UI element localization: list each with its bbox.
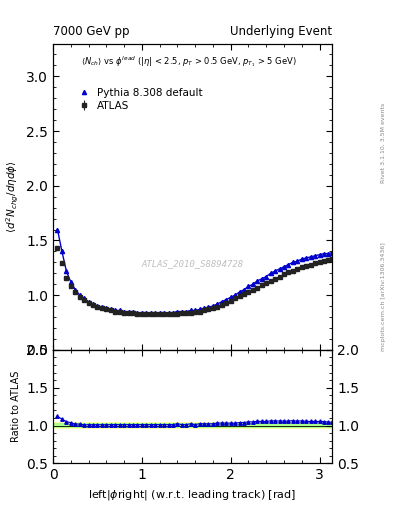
Line: Pythia 8.308 default: Pythia 8.308 default: [55, 227, 334, 315]
Text: Rivet 3.1.10, 3.5M events: Rivet 3.1.10, 3.5M events: [381, 103, 386, 183]
Pythia 8.308 default: [135, 310, 140, 316]
Pythia 8.308 default: [188, 307, 193, 313]
Y-axis label: $\langle d^2 N_{chg}/d\eta d\phi \rangle$: $\langle d^2 N_{chg}/d\eta d\phi \rangle…: [4, 160, 21, 233]
Text: mcplots.cern.ch [arXiv:1306.3436]: mcplots.cern.ch [arXiv:1306.3436]: [381, 243, 386, 351]
Legend: Pythia 8.308 default, ATLAS: Pythia 8.308 default, ATLAS: [72, 86, 205, 113]
Bar: [53, 423, 332, 428]
Pythia 8.308 default: [197, 306, 202, 312]
Text: ATLAS_2010_S8894728: ATLAS_2010_S8894728: [141, 260, 244, 269]
Pythia 8.308 default: [251, 281, 255, 287]
Y-axis label: Ratio to ATLAS: Ratio to ATLAS: [11, 371, 21, 442]
Bar: [53, 422, 332, 430]
X-axis label: left$|\phi$right$|$ (w.r.t. leading track) [rad]: left$|\phi$right$|$ (w.r.t. leading trac…: [88, 488, 297, 502]
Text: $\langle N_{ch}\rangle$ vs $\phi^{lead}$ ($|\eta|$ < 2.5, $p_T$ > 0.5 GeV, $p_{T: $\langle N_{ch}\rangle$ vs $\phi^{lead}$…: [81, 54, 297, 69]
Pythia 8.308 default: [130, 309, 135, 315]
Pythia 8.308 default: [55, 226, 60, 232]
Pythia 8.308 default: [326, 250, 331, 257]
Text: Underlying Event: Underlying Event: [230, 26, 332, 38]
Pythia 8.308 default: [144, 310, 149, 316]
Pythia 8.308 default: [330, 249, 334, 255]
Text: 7000 GeV pp: 7000 GeV pp: [53, 26, 130, 38]
